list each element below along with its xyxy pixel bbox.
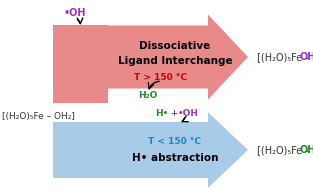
Text: T > 150 °C: T > 150 °C — [134, 74, 187, 83]
Text: Ligand Interchange: Ligand Interchange — [118, 56, 232, 66]
Text: •OH: •OH — [178, 108, 199, 118]
Text: H•: H• — [155, 108, 168, 118]
Text: T < 150 °C: T < 150 °C — [148, 138, 202, 146]
FancyArrow shape — [108, 112, 248, 188]
FancyArrow shape — [108, 15, 248, 100]
Text: OH: OH — [300, 52, 313, 62]
FancyBboxPatch shape — [53, 25, 108, 103]
Text: H₂O: H₂O — [138, 91, 158, 99]
Text: OH: OH — [300, 145, 313, 155]
Text: H• abstraction: H• abstraction — [132, 153, 218, 163]
Text: •OH: •OH — [64, 8, 86, 18]
Text: [(H₂O)₅Fe – OH₂]: [(H₂O)₅Fe – OH₂] — [2, 112, 75, 121]
Text: [(H₂O)₅Fe –: [(H₂O)₅Fe – — [257, 52, 313, 62]
Text: [(H₂O)₅Fe –: [(H₂O)₅Fe – — [257, 145, 313, 155]
FancyBboxPatch shape — [53, 122, 108, 178]
Text: Dissociative: Dissociative — [139, 41, 211, 51]
Text: +: + — [168, 108, 181, 118]
